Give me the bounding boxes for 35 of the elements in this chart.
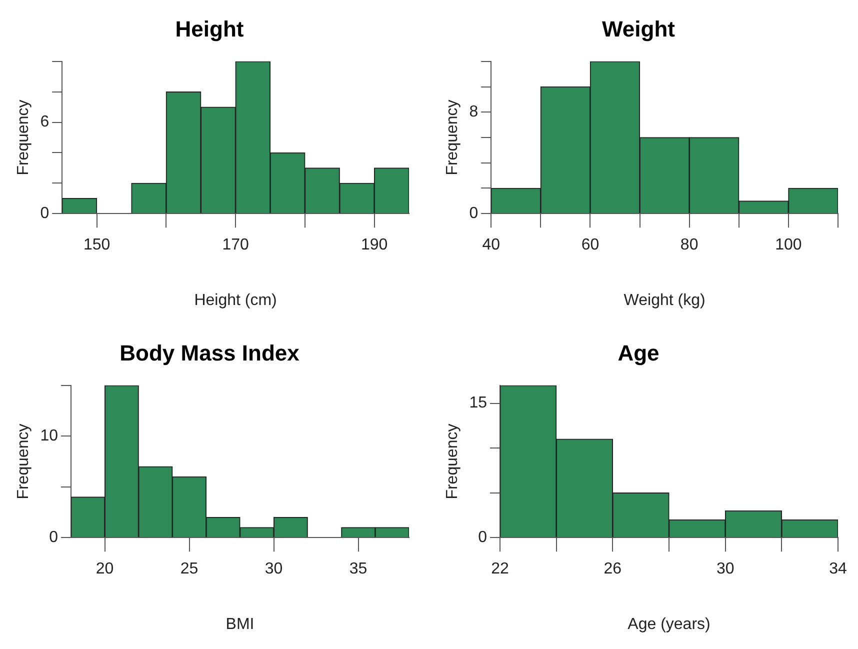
chart-title: Height [175,16,244,42]
y-tick-label: 0 [469,205,478,222]
x-tick-label: 20 [96,560,114,578]
x-tick-label: 22 [491,560,509,578]
y-axis-title: Frequency [444,100,462,176]
x-axis-title: Weight (kg) [624,292,706,309]
x-tick-label: 35 [349,560,368,578]
y-tick-label: 6 [40,114,50,131]
x-tick-label: 150 [83,236,110,254]
x-axis-title: BMI [226,616,254,633]
x-axis-title: Height (cm) [194,292,277,309]
x-tick-label: 30 [716,560,734,578]
x-tick-label: 26 [604,560,622,578]
y-tick-label: 10 [40,428,58,445]
chart-title: Weight [602,16,676,42]
x-tick-label: 100 [775,236,802,254]
x-axis-title: Age (years) [628,616,710,633]
y-tick-label: 0 [40,205,50,222]
y-axis-title: Frequency [15,100,32,176]
x-tick-label: 40 [482,236,500,254]
chart-title: Age [618,340,660,366]
x-tick-label: 60 [581,236,600,254]
y-tick-label: 0 [478,529,488,546]
x-tick-label: 30 [264,560,283,578]
x-tick-label: 25 [180,560,198,578]
x-tick-label: 34 [829,560,847,578]
y-tick-label: 8 [469,104,478,121]
y-tick-label: 0 [49,529,58,546]
x-tick-label: 80 [680,236,698,254]
y-axis-title: Frequency [15,424,32,500]
x-tick-label: 190 [360,236,388,254]
x-tick-label: 170 [222,236,249,254]
y-axis-title: Frequency [444,424,462,500]
chart-title: Body Mass Index [120,340,300,366]
y-tick-label: 15 [469,394,488,412]
